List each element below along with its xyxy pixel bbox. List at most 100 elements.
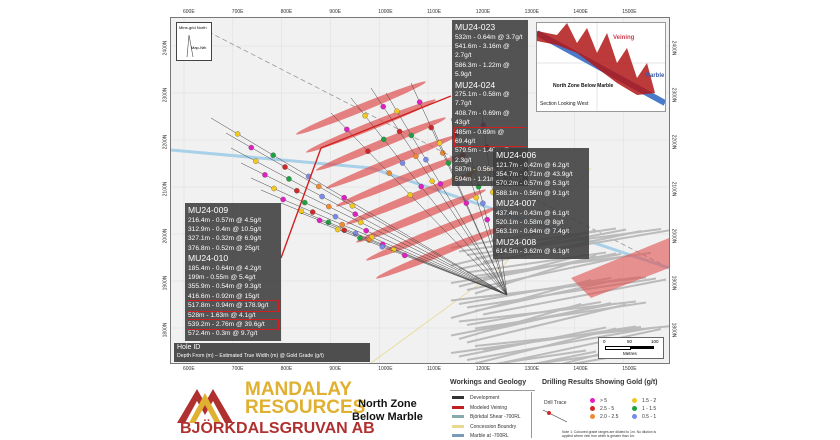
- modeled-vein: [346, 171, 476, 225]
- gold-grade-intercept: [357, 219, 364, 226]
- callout-intercept: 327.1m - 0.32m @ 6.9g/t: [188, 235, 262, 243]
- title-line1: North Zone: [358, 398, 417, 410]
- development-working: [458, 303, 582, 340]
- drill-trace: [320, 222, 508, 296]
- callout-intercept: 532m - 0.64m @ 3.7g/t: [455, 33, 523, 41]
- callout-hole-id: MU24-008: [496, 236, 537, 247]
- callout-intercept: 588.1m - 0.56m @ 9.1g/t: [496, 189, 570, 197]
- north-arrow: Mine-grid North Map-Nth: [176, 22, 212, 61]
- hole-id-title: Hole ID: [177, 344, 201, 351]
- logo-line3: BJÖRKDALSGRUVAN AB: [180, 420, 375, 437]
- drill-trace: [230, 147, 508, 296]
- logo-line2: RESOURCES: [245, 397, 366, 418]
- development-working: [474, 327, 617, 363]
- y-tick-label-right: 2200N: [670, 134, 677, 150]
- drill-trace: [210, 117, 508, 296]
- development-working: [450, 302, 617, 337]
- callout-hole-id: MU24-006: [496, 150, 537, 160]
- drill-trace: [432, 127, 508, 296]
- callout-intercept: 185.4m - 0.64m @ 4.2g/t: [188, 264, 262, 272]
- y-tick-label: 2200N: [162, 134, 169, 150]
- grade-swatch: [590, 398, 595, 403]
- gold-grade-intercept: [473, 194, 479, 201]
- x-tick-label: 700E: [231, 366, 244, 372]
- gold-grade-intercept: [332, 213, 339, 220]
- callout-intercept: 570.2m - 0.57m @ 5.3g/t: [496, 180, 570, 188]
- gold-grade-intercept: [408, 132, 415, 139]
- drill-trace: [240, 162, 508, 296]
- development-working: [458, 326, 607, 358]
- modeled-vein: [296, 81, 426, 135]
- callout-intercept: 376.8m - 0.52m @ 25g/t: [188, 244, 260, 252]
- callout-intercept: 587m - 0.56m @ 7.3g/t: [455, 166, 523, 174]
- inset-view-label: Section Looking West: [540, 101, 589, 107]
- callout-intercept: 563.1m - 0.64m @ 7.4g/t: [496, 228, 570, 236]
- callout-intercept: 275.1m - 0.58m @ 7.7g/t: [455, 91, 510, 108]
- callout-intercept: 579.5m - 1.46m @ 2.3g/t: [455, 147, 510, 164]
- inset-zone-label: North Zone Below Marble: [553, 83, 614, 89]
- figure-title: North Zone Below Marble: [352, 398, 423, 424]
- workings-legend-item: Björkdal Shear -700RL: [470, 414, 521, 420]
- y-tick-label-right: 2300N: [670, 87, 677, 103]
- inset-veining-label: Veining: [613, 35, 635, 41]
- gold-grade-intercept: [339, 221, 345, 228]
- gold-grade-intercept: [407, 192, 413, 198]
- gold-grade-intercept: [365, 148, 371, 154]
- gold-grade-intercept: [270, 152, 276, 158]
- x-tick-label: 800E: [280, 366, 293, 372]
- y-tick-label: 2300N: [162, 87, 169, 103]
- gold-grade-intercept: [416, 99, 423, 105]
- callout-intercept: 416.6m - 0.92m @ 15g/t: [188, 292, 260, 300]
- north-arrow-icon: [186, 34, 194, 58]
- scale-label-100: 100: [651, 339, 659, 344]
- development-working: [561, 351, 607, 363]
- y-tick-label-right: 2000N: [670, 228, 677, 244]
- workings-legend-item: Development: [470, 395, 500, 401]
- gold-grade-intercept: [366, 237, 372, 243]
- gold-grade-intercept: [396, 128, 403, 135]
- grade-label: 2.5 - 5: [600, 406, 615, 412]
- gold-grade-intercept: [380, 103, 386, 110]
- gold-grade-intercept: [428, 124, 434, 131]
- callout-intercept: 199m - 0.55m @ 5.4g/t: [188, 274, 256, 282]
- grade-label: 1.5 - 2: [642, 398, 657, 404]
- modeled-vein: [326, 135, 456, 189]
- x-tick-label: 900E: [329, 366, 342, 372]
- grade-label: 0.5 - 1: [642, 414, 657, 420]
- callout-intercept: 572.4m - 0.3m @ 9.7g/t: [188, 330, 258, 338]
- x-tick-label: 1400E: [573, 366, 588, 372]
- y-tick-label-right: 1900N: [670, 275, 677, 291]
- callout-hole-id: MU24-009: [188, 205, 229, 215]
- development-working: [533, 350, 597, 363]
- y-tick-label: 2100N: [162, 181, 169, 197]
- scale-unit: Metres: [623, 351, 637, 356]
- x-tick-label: 1200E: [475, 9, 491, 15]
- scale-label-50: 50: [627, 339, 633, 344]
- x-tick-label: 1300E: [524, 9, 540, 15]
- x-tick-label: 900E: [329, 9, 342, 15]
- grade-label: 1 - 1.5: [642, 406, 657, 412]
- y-tick-label-right: 2400N: [670, 40, 677, 56]
- development-working: [450, 279, 592, 319]
- section-inset: Veining Marble North Zone Below Marble S…: [535, 22, 667, 112]
- scale-label-0: 0: [603, 339, 606, 344]
- x-tick-label: 1100E: [427, 366, 442, 372]
- scale-bar: 0 50 100 Metres: [598, 337, 664, 359]
- title-line2: Below Marble: [352, 411, 423, 423]
- gold-grade-intercept: [418, 183, 424, 190]
- gold-grade-intercept: [480, 200, 486, 206]
- gold-grade-intercept: [253, 158, 259, 164]
- y-tick-label: 1900N: [162, 275, 169, 291]
- grade-swatch: [632, 398, 637, 403]
- workings-legend-symbol: [452, 396, 464, 399]
- workings-legend-item: Marble at -700RL: [470, 433, 509, 439]
- gold-grade-intercept: [394, 108, 400, 114]
- modeled-vein: [316, 117, 446, 171]
- callout-mu24-006-008: MU24-006 121.7m - 0.42m @ 6.2g/t 354.7m - …: [493, 148, 589, 259]
- gold-grade-intercept: [357, 235, 363, 241]
- gold-grade-intercept: [341, 194, 347, 201]
- gold-grade-intercept: [436, 140, 443, 146]
- drill-trace: [225, 132, 508, 296]
- x-tick-label: 1500E: [622, 9, 637, 15]
- gold-grade-intercept: [271, 185, 277, 192]
